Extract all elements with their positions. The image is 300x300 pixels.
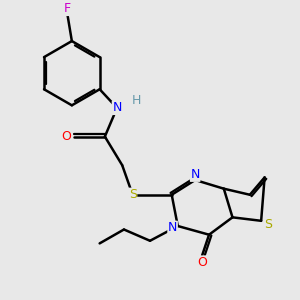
Text: N: N	[112, 101, 122, 114]
Text: N: N	[168, 221, 177, 234]
Text: O: O	[197, 256, 207, 269]
Text: F: F	[64, 2, 71, 15]
Text: N: N	[190, 168, 200, 181]
Text: S: S	[264, 218, 272, 231]
Text: H: H	[131, 94, 141, 106]
Text: S: S	[129, 188, 136, 201]
Text: O: O	[62, 130, 72, 143]
